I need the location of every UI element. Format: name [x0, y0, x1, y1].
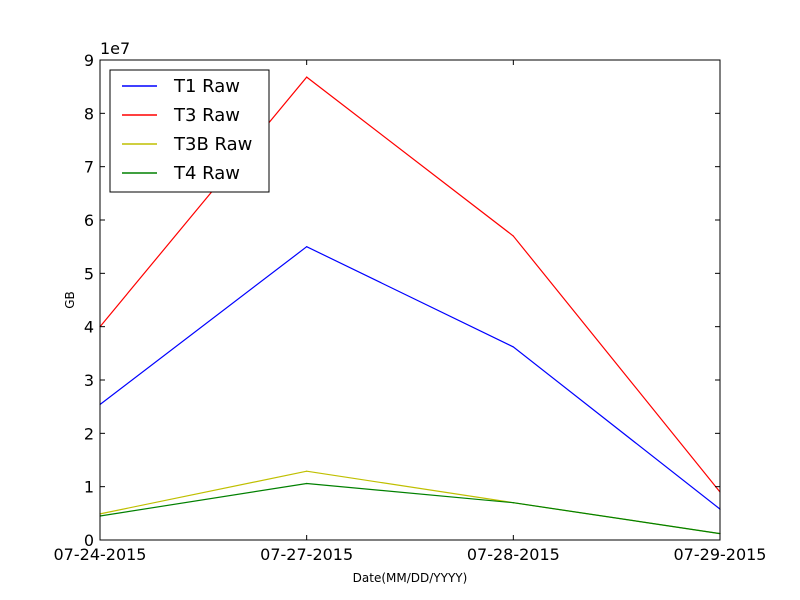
ticks-layer: 0 1 2 3 4 5 6 7 8 9 07-24-2015 07-27-2015 07-28-2015… [54, 51, 767, 564]
x-tick-label: 07-29-2015 [674, 545, 767, 564]
x-tick-label: 07-27-2015 [260, 545, 353, 564]
y-tick-label: 5 [84, 264, 94, 283]
y-tick-label: 4 [84, 318, 94, 337]
y-tick-label: 6 [84, 211, 94, 230]
series-layer [99, 76, 721, 535]
y-tick-label: 0 [84, 531, 94, 550]
y-tick-label: 3 [84, 371, 94, 390]
data-point [512, 346, 514, 348]
plot-frame [99, 59, 721, 541]
legend-label: T4 Raw [173, 163, 240, 184]
legend: T1 Raw T3 Raw T3B Raw T4 Raw [109, 69, 270, 193]
y-tick-label: 8 [84, 104, 94, 123]
legend-label: T3B Raw [173, 134, 252, 155]
legend-box [109, 69, 270, 193]
y-offset-label: 1e7 [100, 39, 130, 58]
x-tick-label: 07-28-2015 [467, 545, 560, 564]
x-axis-label: Date(MM/DD/YYYY) [353, 571, 468, 585]
y-tick-label: 2 [84, 424, 94, 443]
y-tick-label: 9 [84, 51, 94, 70]
x-tick-label: 07-24-2015 [54, 545, 147, 564]
y-tick-label: 7 [84, 158, 94, 177]
series-line-t4-raw [99, 482, 721, 535]
series-line-t3-raw [99, 76, 721, 493]
data-point [306, 76, 308, 78]
data-point [306, 246, 308, 248]
legend-label: T1 Raw [173, 76, 240, 97]
data-point [306, 470, 308, 472]
series-line-t1-raw [99, 245, 721, 510]
data-point [306, 482, 308, 485]
data-point [512, 235, 514, 237]
data-point [512, 502, 514, 504]
y-axis-label: GB [63, 291, 77, 309]
y-tick-label: 1 [84, 478, 94, 497]
legend-label: T3 Raw [173, 105, 240, 126]
